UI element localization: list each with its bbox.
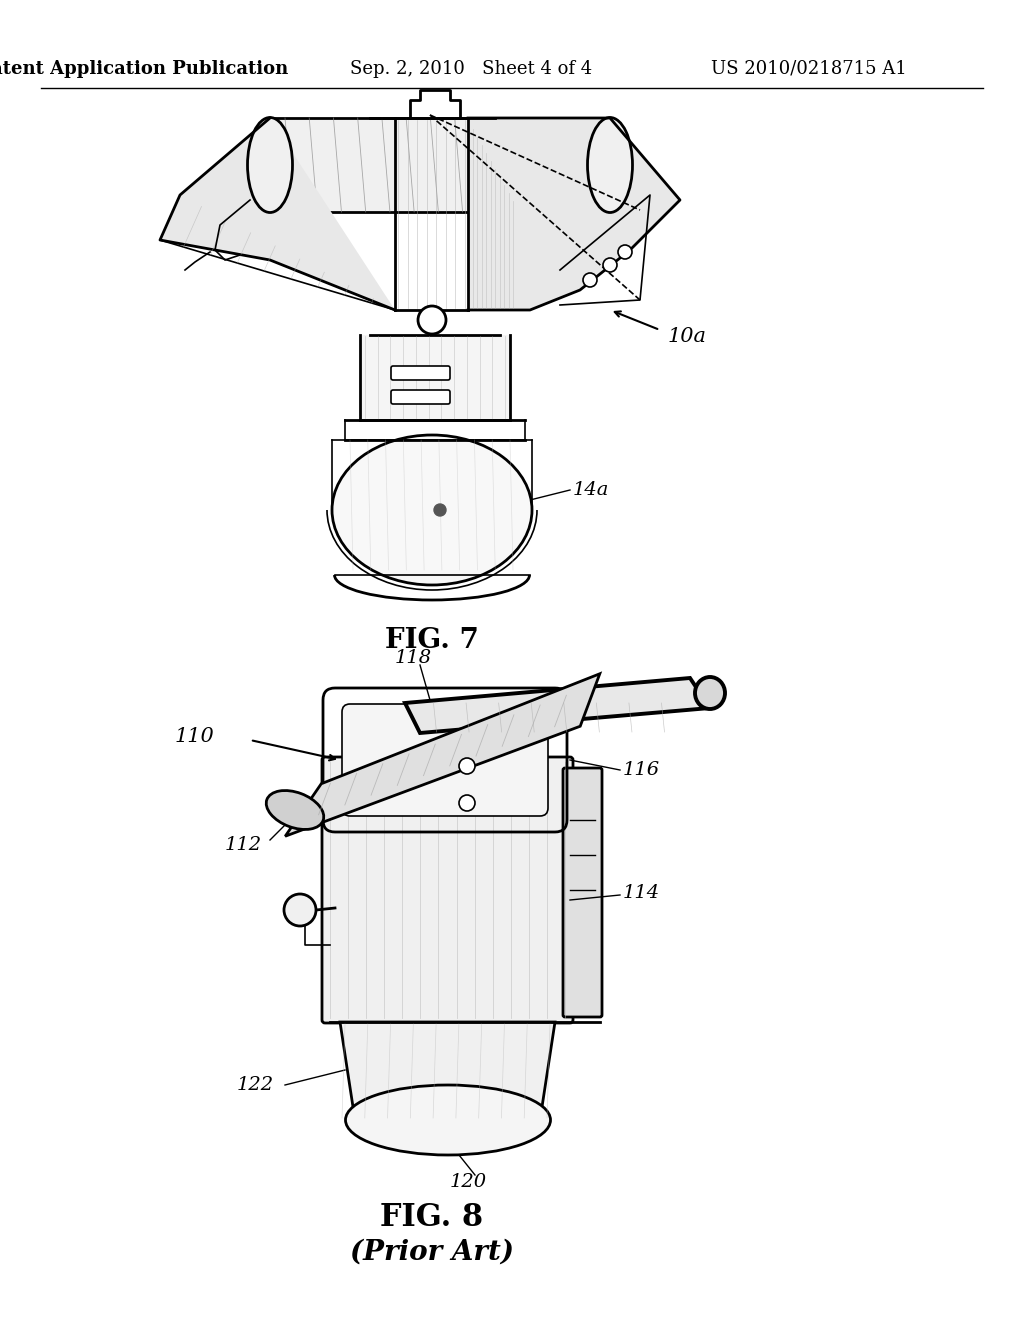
Text: FIG. 7: FIG. 7 (385, 627, 479, 653)
Text: 116: 116 (623, 762, 660, 779)
Text: 10a: 10a (668, 326, 707, 346)
Circle shape (459, 795, 475, 810)
Text: 114: 114 (623, 884, 660, 902)
Circle shape (418, 306, 446, 334)
FancyBboxPatch shape (391, 366, 450, 380)
Circle shape (583, 273, 597, 286)
Ellipse shape (588, 117, 633, 213)
Polygon shape (468, 117, 680, 310)
Text: (Prior Art): (Prior Art) (350, 1238, 514, 1266)
FancyBboxPatch shape (391, 389, 450, 404)
Polygon shape (340, 1022, 555, 1119)
Ellipse shape (266, 791, 324, 829)
Polygon shape (270, 117, 610, 213)
Text: US 2010/0218715 A1: US 2010/0218715 A1 (711, 59, 907, 78)
Polygon shape (406, 678, 710, 733)
Text: FIG. 8: FIG. 8 (381, 1203, 483, 1233)
Ellipse shape (345, 1085, 551, 1155)
Ellipse shape (695, 677, 725, 709)
Circle shape (434, 504, 446, 516)
Text: 112: 112 (225, 836, 262, 854)
Text: 110: 110 (175, 726, 215, 746)
Text: 14a: 14a (573, 480, 609, 499)
Ellipse shape (332, 436, 532, 585)
Text: Patent Application Publication: Patent Application Publication (0, 59, 288, 78)
Circle shape (618, 246, 632, 259)
Polygon shape (286, 673, 600, 837)
Polygon shape (160, 117, 395, 310)
Text: 118: 118 (395, 649, 432, 667)
Circle shape (459, 758, 475, 774)
FancyBboxPatch shape (563, 768, 602, 1016)
FancyBboxPatch shape (342, 704, 548, 816)
Ellipse shape (248, 117, 293, 213)
FancyBboxPatch shape (322, 756, 573, 1023)
Polygon shape (360, 335, 510, 420)
Circle shape (284, 894, 316, 927)
Text: 120: 120 (450, 1173, 487, 1191)
Circle shape (603, 257, 617, 272)
Text: 122: 122 (237, 1076, 274, 1094)
Text: Sep. 2, 2010   Sheet 4 of 4: Sep. 2, 2010 Sheet 4 of 4 (350, 59, 592, 78)
